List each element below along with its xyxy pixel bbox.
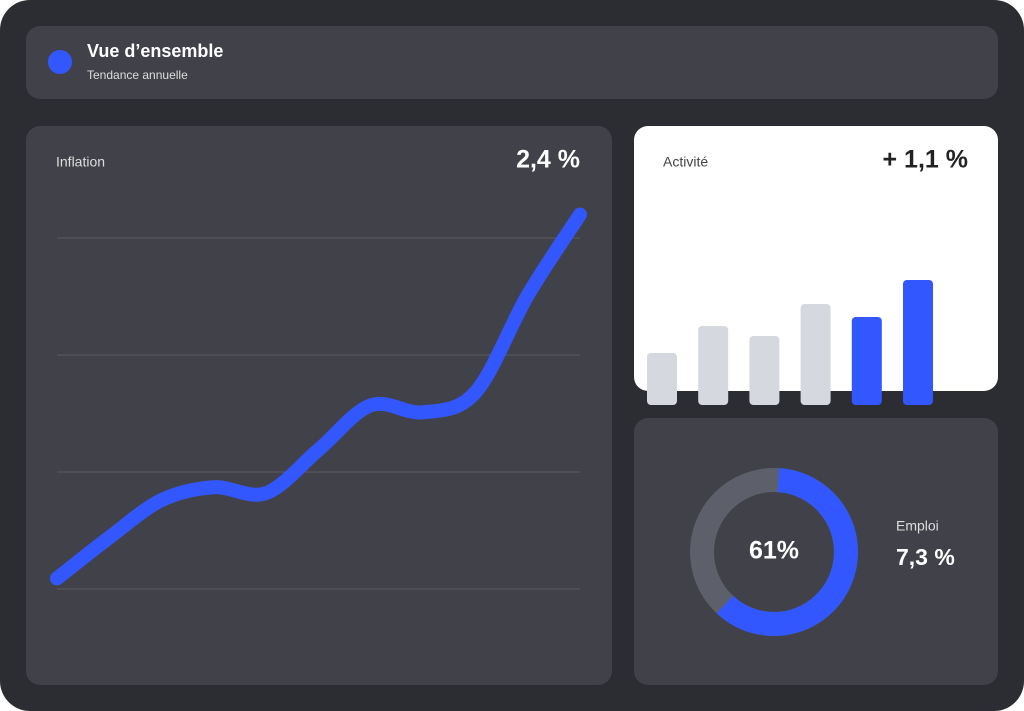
header-title: Vue d’ensemble: [87, 41, 223, 61]
line: [50, 207, 587, 586]
bar: [800, 304, 831, 405]
bar: [903, 280, 933, 405]
bar: [749, 336, 780, 405]
bar: [647, 353, 677, 405]
donut-arc: [716, 468, 858, 636]
card-title: Activité: [663, 154, 708, 170]
card-headline: 7,3 %: [896, 544, 955, 570]
card-headline: + 1,1 %: [883, 146, 968, 174]
inflation-card: [26, 126, 612, 685]
header-panel: [26, 26, 998, 99]
donut-label: 61%: [749, 537, 799, 565]
card-title: Emploi: [896, 518, 939, 534]
header-dot: [48, 50, 72, 74]
card-headline: 2,4 %: [516, 146, 580, 174]
header-subtitle: Tendance annuelle: [87, 68, 188, 82]
bar: [851, 317, 882, 405]
bar: [698, 326, 729, 405]
card-title: Inflation: [56, 154, 105, 170]
